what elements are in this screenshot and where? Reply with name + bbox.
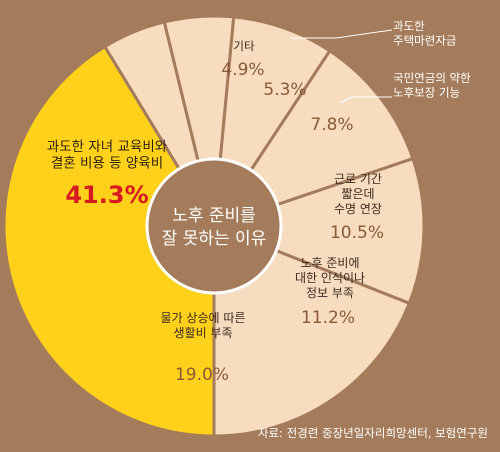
slice-value-5: 11.2% bbox=[301, 308, 355, 328]
pie-slice-0 bbox=[2, 45, 216, 438]
center-circle bbox=[145, 157, 283, 295]
pie-slice-6 bbox=[212, 224, 411, 438]
leader-line-3 bbox=[339, 96, 392, 104]
slice-value-2: 5.3% bbox=[263, 80, 306, 100]
slice-label-1: 기타 bbox=[233, 39, 255, 53]
slice-value-4: 10.5% bbox=[330, 223, 384, 243]
slice-label-0: 과도한 자녀 교육비와 결혼 비용 등 양육비 bbox=[47, 139, 167, 172]
slice-label-2: 과도한 주택마련자금 bbox=[393, 19, 456, 48]
slice-value-3: 7.8% bbox=[310, 115, 353, 135]
leader-line-2 bbox=[290, 29, 393, 39]
source-note: 자료: 전경련 중장년일자리희망센터, 보험연구원 bbox=[258, 426, 488, 440]
slice-value-0: 41.3% bbox=[65, 181, 148, 209]
slice-value-6: 19.0% bbox=[175, 365, 229, 385]
slice-value-1: 4.9% bbox=[221, 60, 264, 80]
pie-slice-5 bbox=[212, 157, 426, 305]
slice-label-6: 물가 상승에 따른 생활비 부족 bbox=[161, 311, 246, 340]
slice-label-4: 근로 기간 짧은데 수명 연장 bbox=[334, 172, 382, 216]
slice-label-3: 국민연금의 약한 노후보장 기능 bbox=[393, 71, 471, 100]
center-label: 노후 준비를 잘 못하는 이유 bbox=[162, 206, 267, 249]
callout-leaders bbox=[290, 29, 393, 104]
slice-label-5: 노후 준비에 대한 인식이나 정보 부족 bbox=[295, 256, 365, 300]
slice-labels: 과도한 자녀 교육비와 결혼 비용 등 양육비 41.3% 기타 4.9% 과도한 주택마련… bbox=[47, 19, 471, 385]
